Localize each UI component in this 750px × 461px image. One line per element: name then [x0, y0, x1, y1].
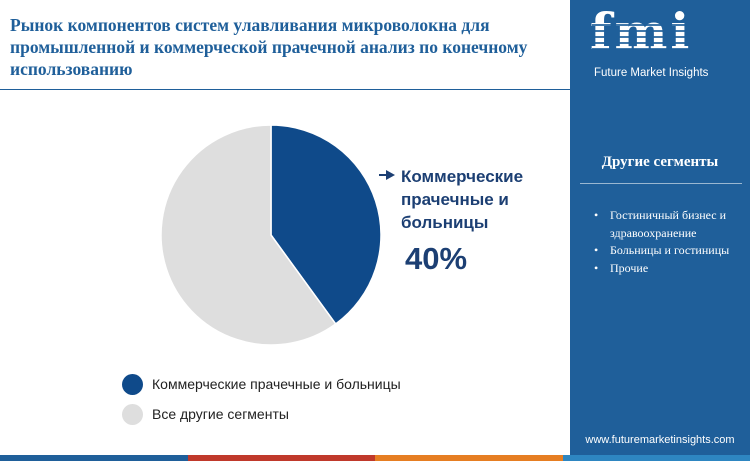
right-panel: fmi Future Market Insights Другие сегмен…	[570, 0, 750, 461]
website-link[interactable]: www.futuremarketinsights.com	[585, 434, 735, 446]
segment-item: Гостиничный бизнес и здравоохранение	[594, 207, 744, 242]
title-divider	[0, 89, 570, 90]
pie-chart	[160, 124, 395, 346]
logo-stripes	[592, 20, 718, 60]
pie-slice-commercial	[270, 124, 382, 326]
legend-label-other: Все другие сегменты	[152, 406, 289, 422]
segment-item: Прочие	[594, 260, 744, 278]
legend-swatch-commercial	[122, 373, 143, 395]
bottom-bar-segment	[375, 455, 563, 461]
bottom-bar-segment	[0, 455, 188, 461]
brand-name: Future Market Insights	[594, 67, 709, 79]
bottom-bar-segment	[187, 455, 375, 461]
segment-item: Больницы и гостиницы	[594, 242, 744, 260]
bottom-bar-segment	[562, 455, 750, 461]
callout-value: 40%	[405, 241, 468, 276]
callout-arrow-icon	[386, 170, 395, 180]
legend-item: Все другие сегменты	[122, 402, 401, 426]
legend-label-commercial: Коммерческие прачечные и больницы	[152, 376, 401, 392]
bottom-color-bar	[0, 455, 750, 461]
chart-legend: Коммерческие прачечные и больницы Все др…	[122, 372, 401, 432]
callout-label: Коммерческие прачечные и больницы	[401, 167, 524, 232]
panel-title: Другие сегменты	[601, 154, 719, 170]
pie-slice-other	[160, 124, 337, 346]
segment-list: Гостиничный бизнес и здравоохранение Бол…	[594, 207, 744, 277]
panel-divider	[580, 183, 742, 184]
page-title: Рынок компонентов систем улавливания мик…	[10, 15, 528, 79]
legend-item: Коммерческие прачечные и больницы	[122, 372, 401, 396]
legend-swatch-other	[122, 403, 143, 425]
